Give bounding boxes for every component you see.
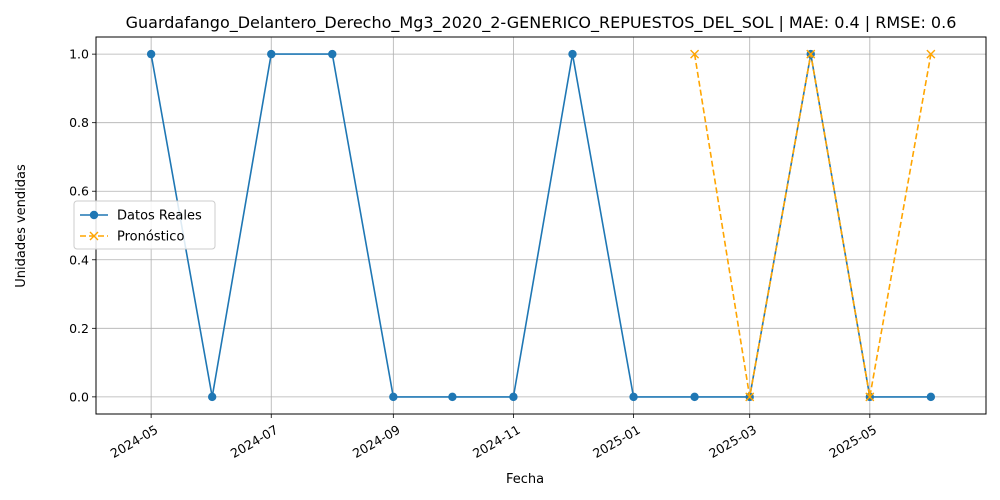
series-line [693, 53, 932, 398]
x-axis-label: Fecha [506, 472, 544, 487]
data-point [629, 392, 638, 402]
data-point [267, 49, 276, 59]
legend-label: Pronóstico [117, 230, 184, 245]
y-tick-label: 0.4 [69, 252, 89, 267]
data-point [146, 49, 156, 59]
x-tick-label: 2025-03 [706, 422, 759, 461]
legend-label: Datos Reales [117, 209, 202, 224]
x-tick-label: 2025-05 [826, 422, 879, 461]
plot-frame [95, 36, 987, 415]
data-point [865, 392, 875, 402]
data-point [509, 392, 518, 402]
series-layer [146, 49, 936, 402]
y-tick-label: 0.6 [69, 184, 89, 199]
y-axis-label: Unidades vendidas [14, 164, 29, 288]
chart-title: Guardafango_Delantero_Derecho_Mg3_2020_2… [126, 13, 957, 33]
legend-marker [89, 210, 99, 220]
x-tick-label: 2024-05 [108, 422, 161, 461]
legend-box [73, 200, 216, 250]
axis-ticks: 0.0 0.2 0.4 0.6 0.8 1.0 2024-05 2024-07 2024-09 2… [69, 47, 879, 461]
data-point [745, 392, 755, 402]
x-tick-label: 2024-09 [350, 422, 403, 461]
data-point [926, 49, 936, 59]
x-tick-label: 2024-11 [470, 422, 523, 461]
y-tick-label: 0.0 [69, 389, 89, 404]
y-tick-label: 0.2 [69, 321, 89, 336]
y-tick-label: 0.8 [69, 115, 89, 130]
legend: Datos Reales Pronóstico [73, 200, 216, 250]
x-tick-label: 2025-01 [590, 422, 643, 461]
legend-marker [89, 231, 99, 241]
data-point [568, 49, 577, 59]
y-tick-label: 1.0 [69, 47, 89, 62]
data-point [926, 392, 936, 402]
data-point [328, 49, 337, 59]
data-point [690, 392, 699, 402]
data-point [207, 392, 217, 402]
series-line [150, 53, 931, 398]
x-tick-label: 2024-07 [228, 422, 281, 461]
data-point [690, 49, 700, 59]
grid [96, 37, 986, 414]
data-point [448, 392, 457, 402]
data-point [389, 392, 398, 402]
data-point [806, 49, 816, 59]
